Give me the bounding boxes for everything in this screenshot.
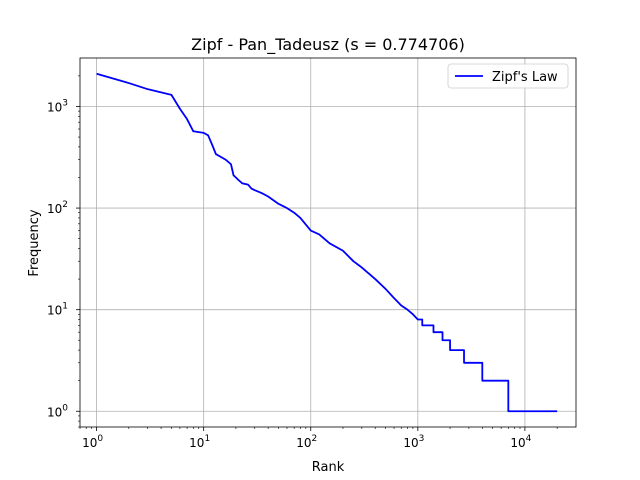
x-tick-label: 101 — [189, 434, 210, 450]
y-axis-label: Frequency — [27, 209, 42, 276]
plot-frame — [79, 57, 577, 428]
series-line-group — [96, 72, 558, 413]
x-tick-label: 104 — [510, 434, 531, 450]
y-tick-label: 102 — [47, 200, 68, 216]
series-line — [96, 72, 558, 413]
grid-lines — [80, 58, 576, 427]
legend: Zipf's Law — [447, 63, 569, 89]
legend-label: Zipf's Law — [492, 70, 558, 85]
x-tick-label: 102 — [296, 434, 317, 450]
y-tick-label: 101 — [47, 302, 68, 318]
x-axis-label: Rank — [312, 460, 345, 475]
x-tick-label: 103 — [403, 434, 424, 450]
y-tick-label: 103 — [47, 98, 68, 114]
x-tick-label: 100 — [82, 434, 103, 450]
axes-group: 100 101 102 103 104 100 101 102 103 — [47, 57, 577, 450]
chart-title: Zipf - Pan_Tadeusz (s = 0.774706) — [191, 35, 465, 55]
legend-box — [447, 63, 569, 89]
y-tick-label: 100 — [47, 403, 68, 419]
